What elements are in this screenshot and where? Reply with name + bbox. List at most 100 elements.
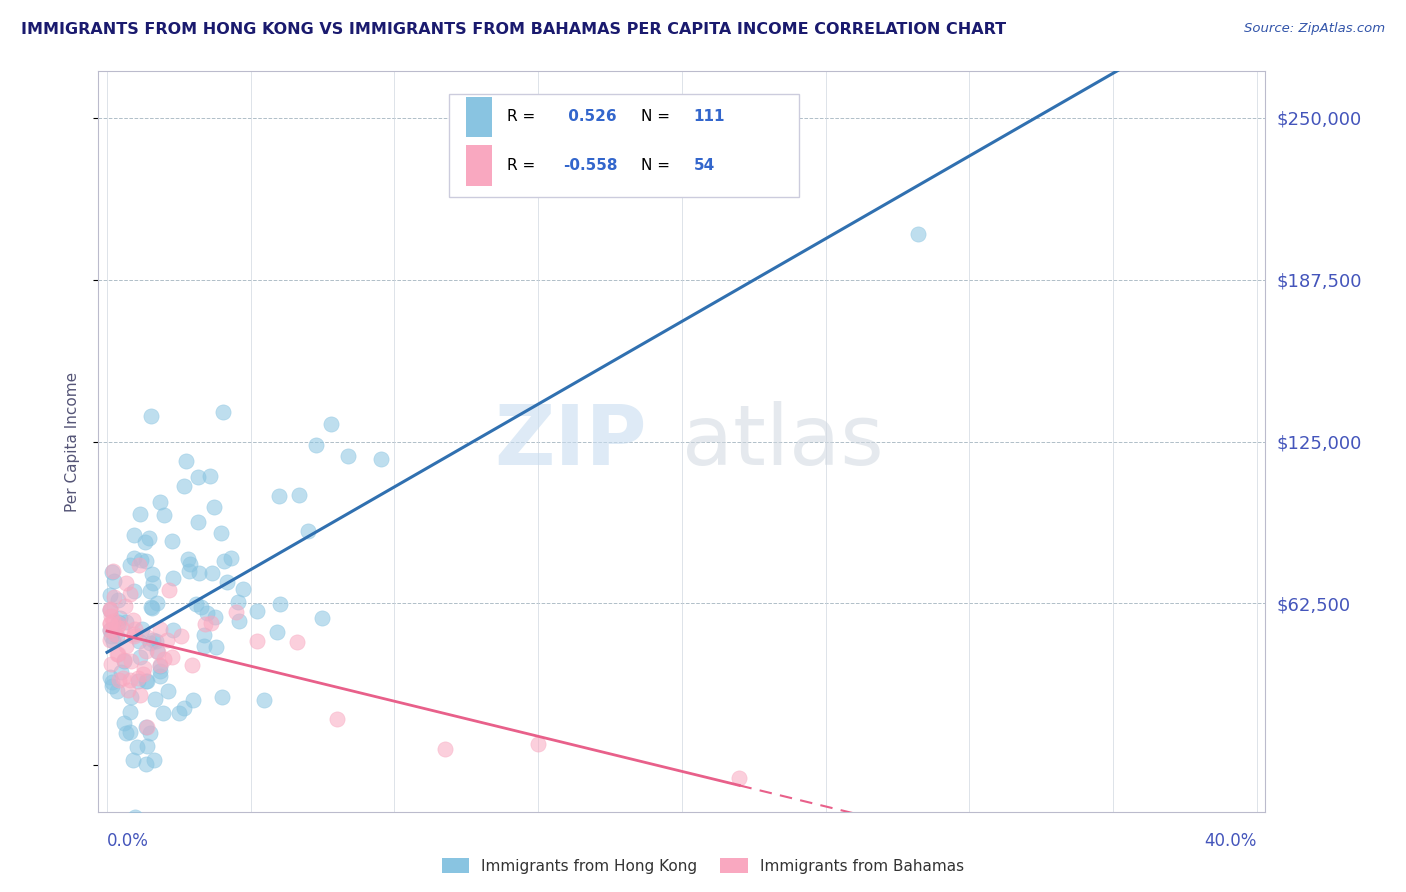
Point	[107, 647, 129, 661]
Point	[111, 671, 134, 685]
Point	[98, 616, 121, 631]
Point	[128, 558, 150, 572]
Point	[105, 629, 128, 643]
Point	[149, 668, 172, 682]
Point	[187, 470, 209, 484]
Text: ZIP: ZIP	[495, 401, 647, 482]
Point	[114, 575, 136, 590]
Point	[232, 582, 254, 596]
Point	[104, 627, 127, 641]
Point	[181, 693, 204, 707]
Point	[169, 706, 191, 721]
Point	[120, 587, 142, 601]
Point	[139, 584, 162, 599]
Bar	[465, 145, 492, 186]
Point	[108, 616, 131, 631]
Point	[98, 669, 121, 683]
Point	[141, 600, 163, 615]
Point	[101, 675, 124, 690]
Text: 111: 111	[693, 109, 725, 124]
Point	[121, 753, 143, 767]
Point	[118, 725, 141, 739]
Point	[212, 554, 235, 568]
Point	[527, 738, 550, 752]
Point	[103, 590, 125, 604]
Point	[209, 526, 232, 541]
Point	[200, 616, 222, 631]
Point	[728, 771, 751, 785]
Point	[162, 623, 184, 637]
Text: N =: N =	[641, 109, 675, 124]
Point	[156, 633, 179, 648]
Text: 40.0%: 40.0%	[1205, 832, 1257, 850]
Point	[152, 652, 174, 666]
Point	[136, 720, 159, 734]
Point	[157, 684, 180, 698]
Point	[98, 601, 121, 615]
Point	[181, 658, 204, 673]
Point	[120, 705, 142, 719]
Point	[146, 596, 169, 610]
Point	[194, 616, 217, 631]
Point	[228, 614, 250, 628]
Point	[107, 673, 129, 688]
Point	[124, 622, 146, 636]
FancyBboxPatch shape	[449, 94, 799, 197]
Point	[98, 603, 121, 617]
Point	[100, 609, 122, 624]
Point	[149, 665, 172, 679]
Point	[142, 753, 165, 767]
Text: 54: 54	[693, 158, 714, 173]
Text: R =: R =	[508, 109, 540, 124]
Point	[907, 227, 929, 242]
Point	[184, 598, 207, 612]
Point	[115, 725, 138, 739]
Point	[370, 451, 392, 466]
Text: IMMIGRANTS FROM HONG KONG VS IMMIGRANTS FROM BAHAMAS PER CAPITA INCOME CORRELATI: IMMIGRANTS FROM HONG KONG VS IMMIGRANTS …	[21, 22, 1007, 37]
Point	[269, 597, 291, 611]
Point	[226, 595, 249, 609]
Text: 0.0%: 0.0%	[107, 832, 149, 850]
Point	[135, 674, 157, 689]
Point	[107, 593, 129, 607]
Text: R =: R =	[508, 158, 540, 173]
Point	[304, 438, 326, 452]
Point	[101, 634, 124, 648]
Point	[122, 528, 145, 542]
Text: Source: ZipAtlas.com: Source: ZipAtlas.com	[1244, 22, 1385, 36]
Text: atlas: atlas	[682, 401, 883, 482]
Point	[132, 661, 155, 675]
Point	[285, 635, 308, 649]
Point	[177, 552, 200, 566]
Point	[149, 495, 172, 509]
Point	[115, 639, 138, 653]
Point	[173, 478, 195, 492]
Point	[142, 575, 165, 590]
Point	[136, 739, 159, 754]
Point	[105, 648, 128, 662]
Point	[187, 515, 209, 529]
Point	[177, 564, 200, 578]
Point	[135, 553, 157, 567]
Point	[246, 634, 269, 648]
Point	[246, 604, 269, 618]
Point	[193, 627, 215, 641]
Point	[152, 706, 174, 720]
Point	[146, 645, 169, 659]
Point	[201, 566, 224, 581]
Point	[225, 606, 247, 620]
Point	[217, 575, 239, 590]
Point	[122, 551, 145, 566]
Point	[98, 615, 121, 630]
Bar	[465, 96, 492, 137]
Text: -0.558: -0.558	[562, 158, 617, 173]
Point	[135, 756, 157, 771]
Point	[162, 650, 184, 665]
Point	[157, 582, 180, 597]
Point	[100, 629, 122, 643]
Point	[124, 809, 146, 823]
Point	[122, 629, 145, 643]
Point	[114, 599, 136, 613]
Point	[145, 634, 167, 648]
Point	[141, 599, 163, 614]
